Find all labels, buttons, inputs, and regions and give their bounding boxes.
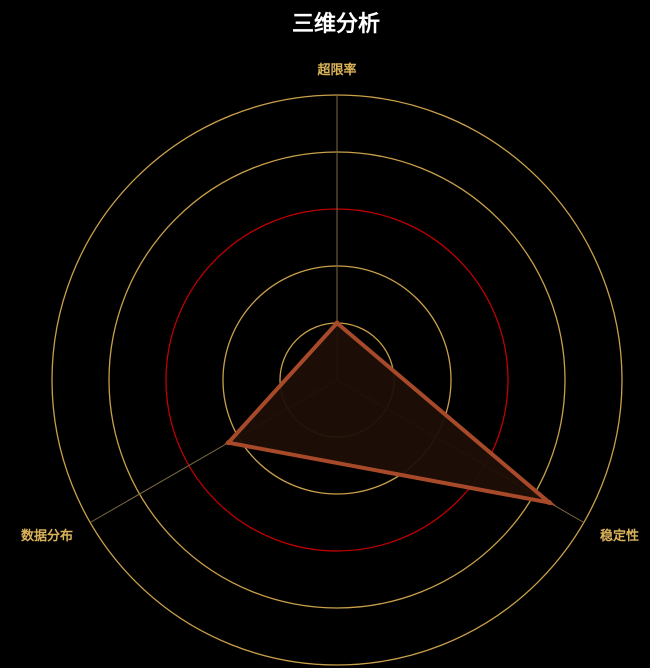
indicator-label: 稳定性 <box>600 528 639 544</box>
radar-data-point[interactable] <box>225 440 231 446</box>
radar-series-area[interactable] <box>224 320 557 506</box>
chart-title: 三维分析 <box>291 12 380 37</box>
radar-data-point[interactable] <box>546 500 552 506</box>
radar-data-point[interactable] <box>334 320 340 326</box>
radar-series <box>224 320 557 506</box>
indicator-label: 超限率 <box>317 62 356 78</box>
indicator-label: 数据分布 <box>21 528 73 544</box>
